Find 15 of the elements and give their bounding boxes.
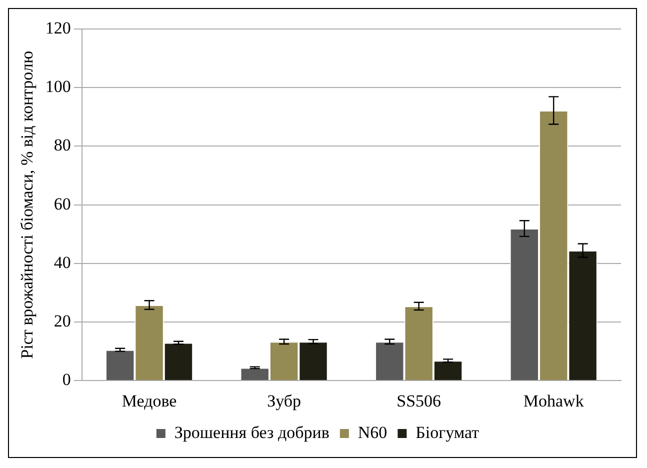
y-tick-label: 0 — [62, 370, 71, 390]
x-tick-label: Mohawk — [523, 391, 584, 410]
legend-label: N60 — [358, 422, 388, 442]
y-tick-label: 20 — [54, 311, 71, 330]
y-tick-label: 120 — [45, 18, 71, 38]
y-tick-label: 40 — [54, 252, 71, 272]
y-tick-label: 80 — [54, 136, 71, 155]
y-axis-title: Ріст врожайності біомаси, % від контролю — [18, 50, 37, 359]
legend-label: Зрошення без добрив — [174, 422, 330, 442]
legend-label: Біогумат — [416, 422, 480, 442]
x-tick-label: Зубр — [267, 391, 302, 410]
x-tick-label: Медове — [122, 391, 177, 410]
y-tick-label: 60 — [54, 194, 71, 214]
x-tick-label: SS506 — [396, 391, 442, 410]
y-tick-label: 100 — [45, 77, 71, 96]
